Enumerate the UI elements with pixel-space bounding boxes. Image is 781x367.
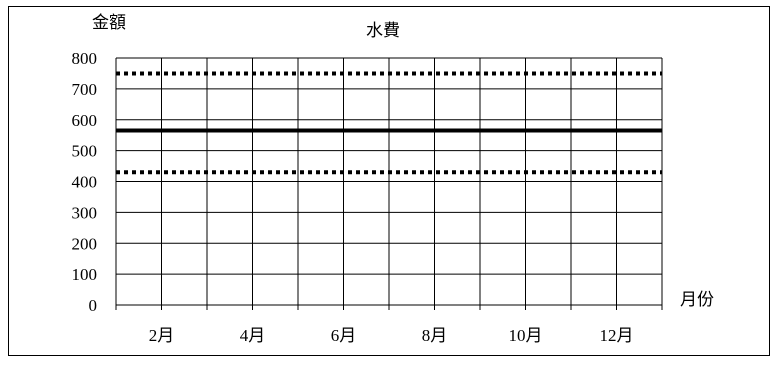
y-tick-label: 0 [89,296,98,315]
chart-title: 水費 [366,21,400,41]
x-tick-labels: 2月 4月 6月 8月 10月 12月 [149,326,634,345]
y-tick-label: 200 [72,234,98,253]
y-tick-label: 400 [72,173,98,192]
y-tick-label: 100 [72,265,98,284]
reference-lines [116,71,662,175]
y-tick-labels: 0 100 200 300 400 500 600 700 800 [72,49,98,315]
x-tick-label: 2月 [149,326,175,345]
x-tick-label: 6月 [331,326,357,345]
y-tick-label: 300 [72,203,98,222]
y-tick-label: 600 [72,111,98,130]
y-tick-label: 700 [72,80,98,99]
x-tick-label: 8月 [422,326,448,345]
grid [115,57,663,310]
x-axis-label: 月份 [680,290,714,310]
y-axis-label: 金額 [92,13,126,33]
x-tick-label: 10月 [509,326,543,345]
y-tick-label: 800 [72,49,98,68]
x-tick-label: 12月 [600,326,634,345]
y-tick-label: 500 [72,142,98,161]
x-tick-label: 4月 [240,326,266,345]
